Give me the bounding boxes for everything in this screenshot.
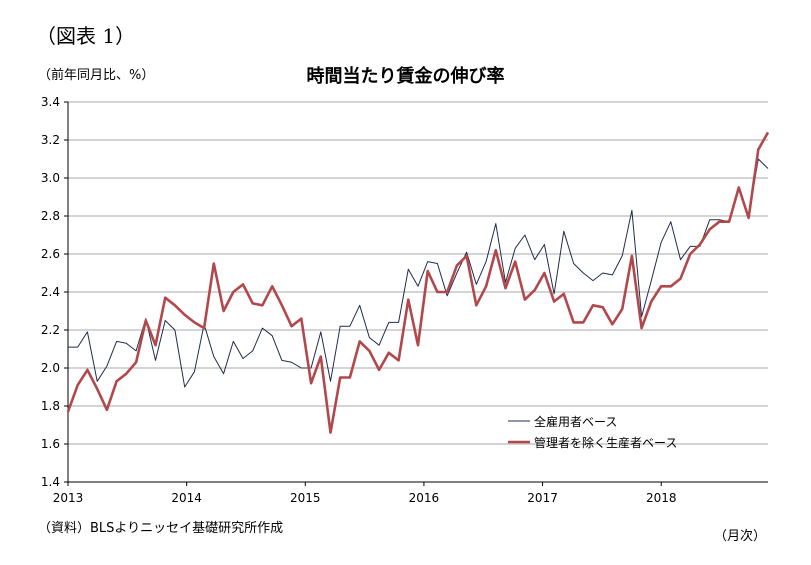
- x-tick-label: 2015: [290, 491, 321, 505]
- y-tick-label: 3.2: [41, 133, 60, 147]
- y-tick-label: 2.4: [41, 285, 60, 299]
- y-tick-labels: 1.4 1.6 1.8 2.0 2.2 2.4 2.6 2.8 3.0 3.2 3.4: [41, 95, 60, 489]
- y-tick-label: 2.8: [41, 209, 60, 223]
- x-tick-label: 2014: [171, 491, 202, 505]
- x-tick-labels: 2013 2014 2015 2016 2017 2018: [53, 491, 677, 505]
- x-tick-label: 2013: [53, 491, 84, 505]
- y-tick-label: 3.0: [41, 171, 60, 185]
- grid-lines: [68, 101, 768, 483]
- y-tick-label: 2.2: [41, 323, 60, 337]
- y-tick-label: 1.4: [41, 475, 60, 489]
- figure-label: （図表 1）: [36, 24, 136, 48]
- x-tick-label: 2016: [409, 491, 440, 505]
- y-tick-label: 2.0: [41, 361, 60, 375]
- y-tick-label: 1.8: [41, 399, 60, 413]
- series-line-2: [66, 131, 770, 434]
- source-note: （資料）BLSよりニッセイ基礎研究所作成: [38, 521, 284, 536]
- y-axis-unit-label: （前年同月比、%）: [38, 68, 155, 83]
- y-tick-label: 2.6: [41, 247, 60, 261]
- chart-title: 時間当たり賃金の伸び率: [306, 66, 505, 87]
- x-tick-label: 2017: [527, 491, 558, 505]
- x-tick-label: 2018: [646, 491, 677, 505]
- series-lines: [66, 131, 770, 434]
- legend-label: 全雇用者ベース: [534, 414, 617, 429]
- series-line-1: [68, 158, 769, 388]
- y-tick-label: 3.4: [41, 95, 60, 109]
- axes: [64, 101, 768, 486]
- x-axis-unit-label: （月次）: [714, 529, 767, 544]
- y-tick-label: 1.6: [41, 437, 60, 451]
- legend-label: 管理者を除く生産者ベース: [534, 435, 677, 450]
